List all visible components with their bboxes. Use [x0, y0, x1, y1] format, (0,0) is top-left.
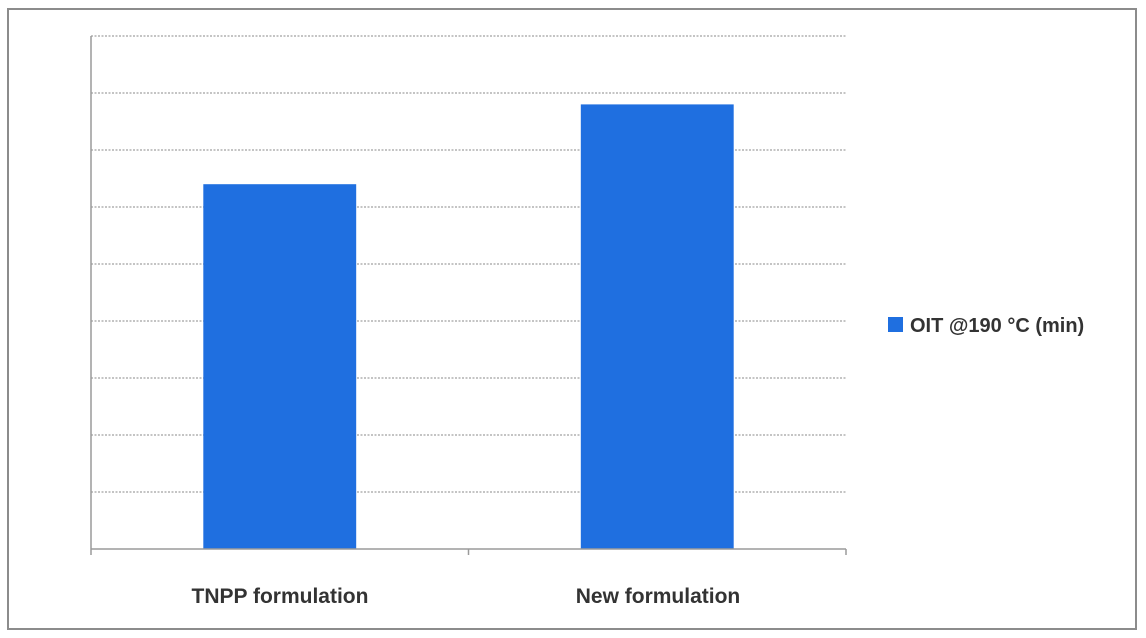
bar-tnpp-formulation: [203, 184, 357, 549]
bar-new-formulation: [580, 104, 734, 550]
legend-label: OIT @190 °C (min): [910, 315, 1084, 337]
legend: OIT @190 °C (min): [888, 315, 1084, 337]
bars: [203, 104, 734, 550]
category-label-tnpp: TNPP formulation: [192, 585, 369, 608]
category-ticks: [90, 549, 847, 555]
category-labels: TNPP formulation New formulation: [192, 585, 741, 608]
legend-swatch: [888, 317, 903, 332]
chart-frame: [7, 8, 1137, 630]
category-label-new: New formulation: [576, 585, 741, 608]
